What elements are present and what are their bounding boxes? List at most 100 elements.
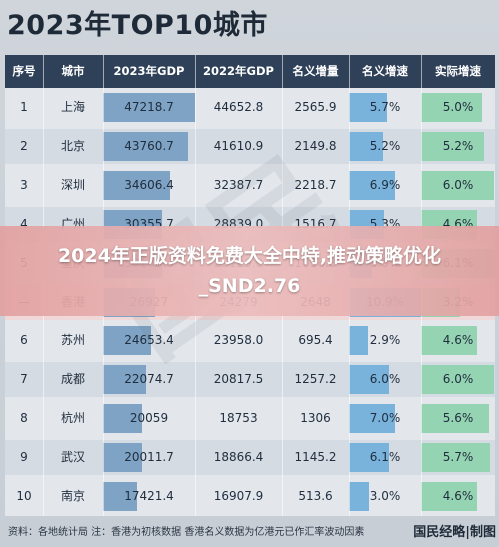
gdp-bar bbox=[103, 443, 142, 473]
real-growth-cell: 5.2% bbox=[442, 138, 474, 153]
col-city-header: 城市 bbox=[61, 64, 85, 78]
real-growth-bar bbox=[421, 326, 477, 356]
gdp-bar bbox=[103, 365, 146, 395]
gdp-2023-cell: 20059 bbox=[129, 411, 169, 426]
gdp-2022-cell: 16907.9 bbox=[213, 489, 264, 503]
increment-cell: 2218.7 bbox=[294, 177, 337, 192]
nominal-growth-cell: 5.7% bbox=[369, 100, 401, 114]
col-gdp2022-header: 2022年GDP bbox=[203, 64, 274, 78]
table-row: 8 杭州 20059 18753 1306 7.0% 5.6% bbox=[5, 401, 495, 436]
real-growth-bar bbox=[421, 482, 477, 511]
nominal-growth-bar bbox=[349, 404, 395, 434]
gdp-bar bbox=[103, 482, 137, 511]
table-header: 序号 城市 2023年GDP 2022年GDP 名义增量 名义增速 实际增速 bbox=[5, 55, 495, 88]
nominal-growth-cell: 2.9% bbox=[369, 333, 401, 348]
real-growth-cell: 5.6% bbox=[442, 411, 474, 426]
table-row: 9 武汉 20011.7 18866.4 1145.2 6.1% 5.7% bbox=[5, 440, 495, 476]
real-growth-cell: 6.0% bbox=[442, 177, 474, 192]
table-row: 3 深圳 34606.4 32387.7 2218.7 6.9% 6.0% bbox=[5, 168, 495, 203]
nominal-growth-bar bbox=[349, 482, 369, 511]
city-cell: 深圳 bbox=[60, 177, 85, 192]
overlay-banner[interactable]: 2024年正版资料免费大全中特,推动策略优化_SND2.76 bbox=[0, 226, 499, 316]
nominal-growth-cell: 6.1% bbox=[369, 450, 401, 465]
real-growth-cell: 5.7% bbox=[442, 450, 474, 465]
col-real-header: 实际增速 bbox=[435, 64, 481, 78]
rank-cell: 4 bbox=[20, 216, 28, 231]
gdp-2022-cell: 32387.7 bbox=[213, 177, 264, 192]
city-cell: 上海 bbox=[60, 100, 85, 114]
gdp-2023-cell: 24653.4 bbox=[124, 333, 174, 348]
city-cell: 苏州 bbox=[60, 333, 85, 348]
source-note: 资料：各地统计局 注：香港为初核数据 香港名义数据为亿港元已作汇率波动因素 bbox=[8, 527, 365, 538]
col-gdp2023-header: 2023年GDP bbox=[113, 64, 185, 78]
page-title: 2023年TOP10城市 bbox=[7, 10, 268, 41]
table-row: 2 北京 43760.7 41610.9 2149.8 5.2% 5.2% bbox=[5, 128, 495, 164]
increment-cell: 513.6 bbox=[298, 489, 333, 503]
real-growth-cell: 4.6% bbox=[442, 333, 474, 348]
gdp-2022-cell: 41610.9 bbox=[213, 138, 264, 153]
nominal-growth-bar bbox=[349, 131, 383, 161]
gdp-bar bbox=[103, 170, 170, 200]
real-growth-bar bbox=[421, 93, 482, 122]
nominal-growth-cell: 3.0% bbox=[369, 489, 401, 503]
table-row: 10 南京 17421.4 16907.9 513.6 3.0% 4.6% bbox=[5, 479, 495, 514]
real-growth-bar bbox=[421, 365, 494, 395]
city-cell: 成都 bbox=[60, 372, 85, 387]
nominal-growth-bar bbox=[349, 365, 389, 395]
nominal-growth-bar bbox=[349, 170, 395, 200]
increment-cell: 1145.2 bbox=[294, 450, 337, 465]
real-growth-bar bbox=[421, 170, 494, 200]
increment-cell: 695.4 bbox=[298, 333, 333, 348]
nominal-growth-cell: 6.9% bbox=[369, 177, 401, 192]
gdp-2023-cell: 22074.7 bbox=[124, 372, 174, 387]
gdp-bar bbox=[103, 131, 188, 161]
gdp-2023-cell: 47218.7 bbox=[124, 100, 174, 114]
rank-cell: 3 bbox=[20, 177, 28, 192]
rank-cell: 9 bbox=[20, 450, 28, 465]
real-growth-bar bbox=[421, 404, 489, 434]
nominal-growth-cell: 6.0% bbox=[369, 372, 401, 387]
rank-cell: 2 bbox=[20, 138, 28, 153]
gdp-bar bbox=[103, 404, 142, 434]
real-growth-bar bbox=[421, 443, 490, 473]
increment-cell: 2149.8 bbox=[294, 138, 337, 153]
col-rank-header: 序号 bbox=[12, 64, 36, 78]
rank-cell: 10 bbox=[16, 489, 32, 503]
city-cell: 北京 bbox=[60, 138, 85, 153]
gdp-bar bbox=[103, 93, 195, 122]
gdp-2022-cell: 18753 bbox=[219, 411, 258, 426]
gdp-2023-cell: 43760.7 bbox=[124, 138, 174, 153]
table-row: 7 成都 22074.7 20817.5 1257.2 6.0% 6.0% bbox=[5, 362, 495, 398]
increment-cell: 1306 bbox=[300, 411, 331, 426]
city-cell: 南京 bbox=[60, 489, 85, 503]
banner-text: 2024年正版资料免费大全中特,推动策略优化_SND2.76 bbox=[57, 245, 442, 297]
gdp-2023-cell: 17421.4 bbox=[124, 489, 174, 503]
real-growth-bar bbox=[421, 131, 484, 161]
real-growth-cell: 6.0% bbox=[442, 372, 474, 387]
city-cell: 武汉 bbox=[60, 450, 85, 465]
gdp-2022-cell: 23958.0 bbox=[213, 333, 264, 348]
increment-cell: 2565.9 bbox=[294, 100, 337, 114]
brand-logo: 国民经略|制图 bbox=[413, 525, 496, 540]
nominal-growth-cell: 5.2% bbox=[369, 138, 401, 153]
nominal-growth-bar bbox=[349, 443, 389, 473]
rank-cell: 7 bbox=[20, 372, 28, 387]
gdp-bar bbox=[103, 326, 151, 356]
gdp-2022-cell: 18866.4 bbox=[213, 450, 264, 465]
gdp-2023-cell: 34606.4 bbox=[124, 177, 174, 192]
gdp-2022-cell: 44652.8 bbox=[213, 100, 264, 114]
table-row: 6 苏州 24653.4 23958.0 695.4 2.9% 4.6% bbox=[5, 323, 495, 358]
col-nominal-header: 名义增速 bbox=[362, 64, 408, 78]
real-growth-cell: 5.0% bbox=[442, 100, 474, 114]
gdp-2022-cell: 20817.5 bbox=[213, 372, 264, 387]
rank-cell: 1 bbox=[20, 100, 28, 114]
nominal-growth-bar bbox=[349, 93, 387, 122]
real-growth-cell: 4.6% bbox=[442, 489, 474, 503]
gdp-2023-cell: 20011.7 bbox=[124, 450, 174, 465]
rank-cell: 8 bbox=[20, 411, 28, 426]
rank-cell: 6 bbox=[20, 333, 28, 348]
city-cell: 杭州 bbox=[60, 411, 85, 426]
increment-cell: 1257.2 bbox=[294, 372, 337, 387]
nominal-growth-cell: 7.0% bbox=[369, 411, 401, 426]
